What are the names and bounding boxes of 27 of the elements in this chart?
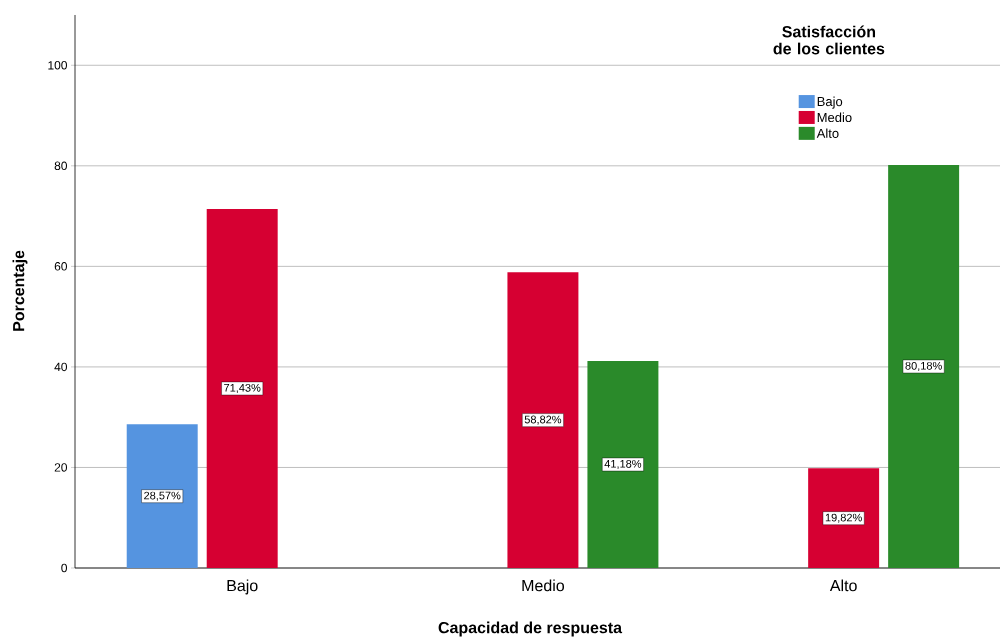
y-tick-label: 0 xyxy=(61,563,68,573)
bar xyxy=(206,208,278,568)
x-tick-label: Bajo xyxy=(227,579,258,595)
data-label: 80,18% xyxy=(905,361,942,371)
y-tick-label: 20 xyxy=(54,463,68,472)
x-tick-label: Alto xyxy=(829,579,857,592)
x-axis-title: Capacidad de respuesta xyxy=(438,621,623,637)
legend-label: Bajo xyxy=(817,96,843,109)
bar xyxy=(808,468,880,568)
x-tick-label: Medio xyxy=(522,579,565,592)
y-tick-label: 40 xyxy=(54,362,68,372)
data-label: 58,82% xyxy=(524,415,562,425)
bar xyxy=(507,272,579,568)
y-tick-label: 80 xyxy=(54,161,68,171)
data-label: 41,18% xyxy=(604,459,642,470)
bar xyxy=(126,424,198,568)
legend-label: Alto xyxy=(816,128,839,138)
y-tick-label: 60 xyxy=(54,262,68,271)
data-label: 19,82% xyxy=(825,513,862,523)
legend-label: Medio xyxy=(817,112,852,123)
bar xyxy=(888,164,960,568)
bar xyxy=(587,360,659,568)
data-label: 28,57% xyxy=(144,491,181,501)
y-tick-label: 100 xyxy=(48,61,68,70)
data-label: 71,43% xyxy=(224,383,261,393)
legend-title: Satisfacción de los clientes xyxy=(773,25,885,55)
y-axis-title: Porcentaje xyxy=(12,250,28,331)
